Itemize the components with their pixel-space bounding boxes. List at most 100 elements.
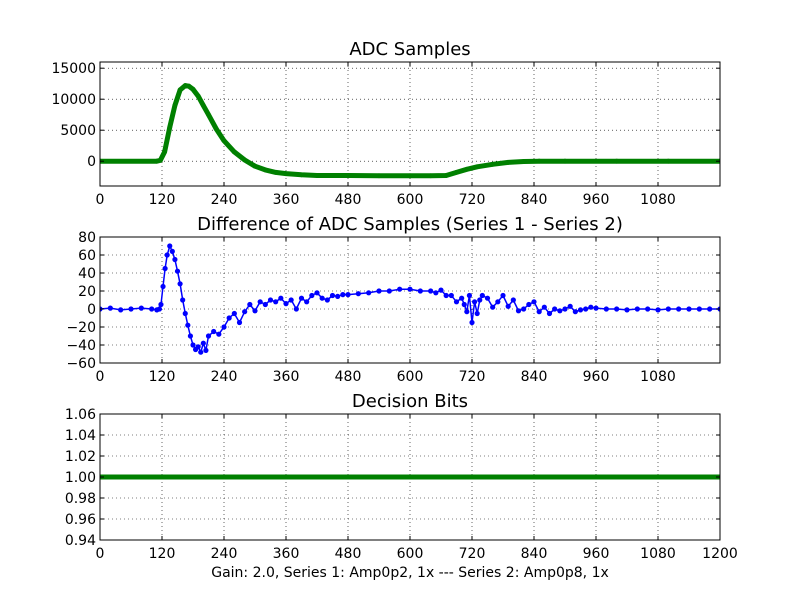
x-tick-label: 1080 — [640, 369, 676, 385]
data-point — [288, 297, 294, 303]
x-tick-label: 480 — [335, 369, 362, 385]
data-point — [187, 333, 194, 339]
data-point — [299, 172, 304, 178]
data-point — [490, 161, 496, 167]
data-point — [428, 173, 434, 179]
data-point — [490, 304, 496, 310]
subplot-2: 0 120 240 360 480 600 720 840 960 1080 −60 −40 −20 0 2… — [66, 214, 721, 385]
data-point — [376, 173, 382, 179]
data-point — [407, 173, 413, 179]
data-point — [182, 83, 188, 88]
data-point — [340, 292, 346, 298]
y-tick-label: −40 — [66, 338, 96, 354]
data-point — [541, 304, 547, 310]
data-point — [283, 301, 289, 307]
x-tick-label: 120 — [149, 192, 176, 208]
y-tick-label: 0 — [87, 154, 96, 170]
data-point — [309, 292, 315, 299]
x-tick-label: 960 — [583, 546, 610, 562]
data-point — [505, 160, 511, 165]
data-point — [128, 306, 134, 312]
chart-title: Difference of ADC Samples (Series 1 - Se… — [197, 214, 623, 235]
data-point — [536, 158, 542, 164]
data-point — [198, 349, 204, 355]
data-point — [177, 87, 183, 93]
x-tick-label: 240 — [211, 546, 238, 562]
data-point — [665, 306, 671, 312]
x-tick-label: 0 — [96, 369, 105, 385]
y-tick-label: −20 — [66, 320, 96, 336]
subplot-3: 0 120 240 360 480 600 720 840 960 1080 1200 0.94 0.9… — [65, 391, 738, 581]
data-point — [262, 167, 268, 173]
data-point — [536, 309, 542, 315]
x-tick-label: 1080 — [640, 192, 676, 208]
data-point — [167, 124, 173, 130]
x-tick-label: 0 — [96, 192, 105, 208]
data-point — [190, 342, 196, 348]
chart-title: Decision Bits — [352, 391, 468, 412]
y-tick-label: 0.96 — [65, 512, 96, 528]
data-point — [443, 173, 449, 178]
data-point — [195, 93, 201, 99]
x-tick-label: 120 — [149, 369, 176, 385]
data-point — [180, 297, 186, 303]
data-point — [707, 306, 713, 312]
data-point — [200, 340, 206, 346]
y-tick-label: 60 — [78, 248, 96, 264]
chart-title: ADC Samples — [349, 39, 470, 60]
data-point — [448, 292, 454, 299]
data-point — [252, 163, 258, 169]
data-point — [190, 86, 196, 92]
data-point — [567, 303, 573, 309]
data-point — [186, 83, 192, 89]
data-point — [164, 252, 170, 258]
y-tick-label: 5000 — [60, 123, 96, 139]
data-point — [324, 297, 330, 303]
data-point — [407, 286, 413, 292]
data-point — [252, 308, 258, 314]
data-point — [242, 157, 248, 163]
y-tick-label: 1.00 — [65, 470, 96, 486]
x-tick-label: 600 — [397, 369, 424, 385]
data-point — [500, 292, 506, 299]
x-tick-label: 1080 — [640, 546, 676, 562]
data-point — [172, 103, 178, 108]
data-point — [226, 315, 232, 321]
data-point — [686, 306, 692, 312]
data-point — [531, 299, 537, 305]
data-point — [634, 306, 640, 312]
x-tick-label: 720 — [459, 369, 486, 385]
data-point — [603, 306, 609, 312]
data-point — [676, 306, 682, 312]
data-point — [484, 295, 491, 301]
x-tick-label: 840 — [521, 546, 548, 562]
data-point — [521, 306, 527, 312]
data-point — [466, 292, 473, 299]
x-tick-label: 960 — [583, 369, 610, 385]
x-tick-label: 600 — [397, 192, 424, 208]
y-tick-label: 1.04 — [65, 428, 96, 444]
data-point — [273, 169, 279, 175]
x-tick-label: 480 — [335, 192, 362, 208]
data-point — [588, 304, 594, 310]
data-point — [174, 268, 181, 274]
data-point — [182, 310, 188, 317]
data-point — [345, 292, 351, 298]
data-point — [293, 306, 299, 312]
data-point — [366, 290, 372, 296]
data-point — [314, 173, 320, 178]
data-point — [298, 295, 305, 301]
data-point — [562, 306, 568, 312]
data-point — [471, 299, 478, 305]
data-point — [172, 256, 178, 263]
data-point — [624, 307, 630, 313]
data-point — [314, 290, 320, 296]
data-point — [433, 290, 439, 296]
data-point — [203, 347, 209, 353]
x-axis-label: Gain: 2.0, Series 1: Amp0p2, 1x --- Seri… — [211, 565, 609, 581]
data-point — [267, 297, 274, 303]
data-point — [335, 293, 341, 299]
data-point — [583, 306, 589, 312]
data-point — [562, 158, 568, 164]
